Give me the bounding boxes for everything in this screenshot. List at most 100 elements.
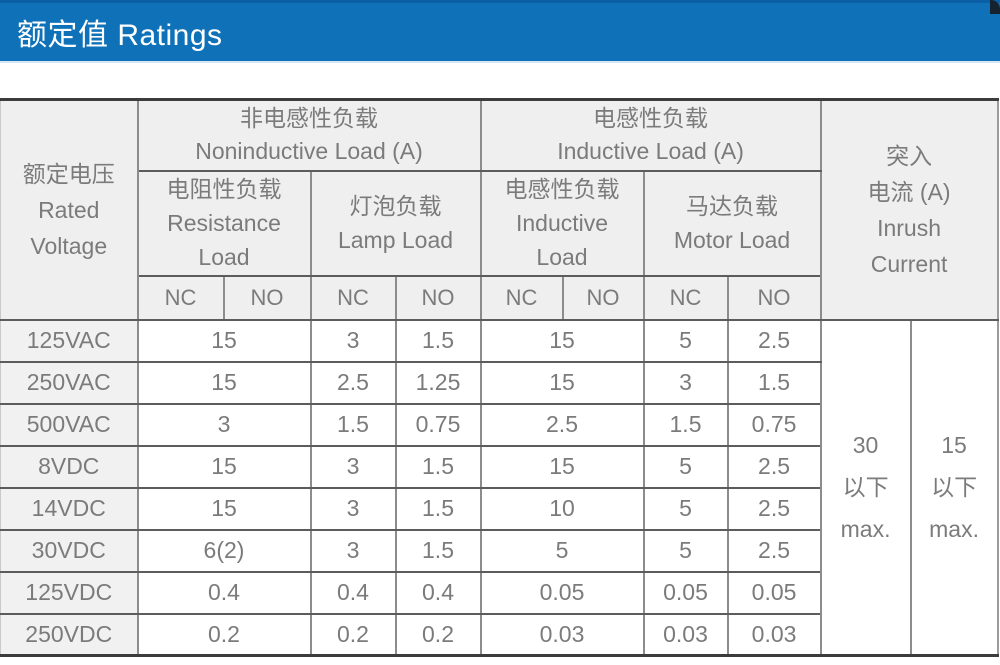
text-line: Voltage [30,232,108,259]
value-cell: 3 [309,528,397,573]
value-cell: 0.05 [726,570,822,615]
value-cell: 15 [479,444,645,489]
table-row: 500VAC 3 1.5 0.75 2.5 1.5 0.75 [0,402,998,447]
value-cell: 5 [642,444,729,489]
value-cell: 0.03 [479,612,645,657]
header-no: NO [222,274,312,321]
table-row: 125VDC 0.4 0.4 0.4 0.05 0.05 0.05 [0,570,998,615]
value-cell: 1.5 [394,318,482,363]
value-cell: 0.75 [394,402,482,447]
value-cell: 5 [479,528,645,573]
text-line: Current [870,250,948,277]
value-cell: 1.5 [394,528,482,573]
value-cell: 0.4 [309,570,397,615]
table-row: 125VAC 15 3 1.5 15 5 2.5 30 以下 max. 15 以… [0,318,999,657]
value-cell: 0.03 [642,612,729,657]
voltage-cell: 250VAC [0,360,139,405]
text-line: 30 [852,432,879,459]
value-cell: 15 [136,444,312,489]
value-cell: 1.5 [726,360,822,405]
header-no: NO [394,274,482,321]
value-cell: 2.5 [726,486,822,531]
value-cell: 2.5 [479,402,645,447]
text-line: 以下 [842,474,889,501]
table-row: 250VDC 0.2 0.2 0.2 0.03 0.03 0.03 [0,612,998,657]
header-inductive-load: 电感性负载 Inductive Load (A) [479,98,822,172]
text-line: Rated [38,196,100,223]
value-cell: 15 [479,360,645,405]
header-nc: NC [642,274,729,321]
banner-bottom-line [0,61,1000,63]
header-nc: NC [309,274,397,321]
text-line: 电流 (A) [867,178,951,205]
text-line: Inductive [515,210,609,236]
header-inductive-load-sub: 电感性负载 Inductive Load [479,169,645,277]
text-line: Inductive Load (A) [557,138,744,165]
inrush-15-cell: 15 以下 max. [909,318,999,657]
voltage-cell: 500VAC [0,402,139,447]
text-line: 电阻性负载 [166,176,282,202]
value-cell: 15 [136,360,312,405]
value-cell: 0.4 [394,570,482,615]
header-resistance-load: 电阻性负载 Resistance Load [137,169,312,277]
header-nc: NC [137,274,225,321]
section-header-banner: 额定值 Ratings [0,0,1000,63]
header-nc: NC [479,274,564,321]
text-line: max. [840,516,891,543]
ratings-table: 额定电压 Rated Voltage 非电感性负载 Noninductive L… [0,98,999,657]
voltage-cell: 250VDC [0,612,139,657]
text-line: Load [198,244,250,270]
page-title: 额定值 Ratings [17,19,223,52]
value-cell: 15 [136,318,312,363]
header-no: NO [561,274,645,321]
value-cell: 5 [642,318,729,363]
value-cell: 1.25 [394,360,482,405]
text-line: max. [929,516,979,543]
text-line: Noninductive Load (A) [195,138,423,165]
text-line: Lamp Load [337,227,454,253]
header-motor-load: 马达负载 Motor Load [642,169,822,277]
value-cell: 5 [642,486,729,531]
value-cell: 0.05 [479,570,645,615]
text-line: 非电感性负载 [240,105,378,132]
value-cell: 1.5 [394,486,482,531]
value-cell: 3 [309,486,397,531]
inrush-30-cell: 30 以下 max. [819,318,912,657]
voltage-cell: 30VDC [0,528,139,573]
text-line: Inrush [877,214,942,241]
value-cell: 0.2 [136,612,312,657]
value-cell: 15 [136,486,312,531]
text-line: 电感性负载 [504,176,620,202]
voltage-cell: 8VDC [0,444,139,489]
table-row: 14VDC 15 3 1.5 10 5 2.5 [0,486,998,531]
value-cell: 1.5 [642,402,729,447]
value-cell: 2.5 [309,360,397,405]
voltage-cell: 125VAC [0,318,139,363]
value-cell: 2.5 [726,318,822,363]
banner-corner-accent [990,0,1000,14]
value-cell: 3 [642,360,729,405]
header-noninductive-load: 非电感性负载 Noninductive Load (A) [136,98,482,172]
text-line: Resistance [167,210,281,236]
value-cell: 3 [309,444,397,489]
value-cell: 15 [479,318,645,363]
text-line: 15 [941,432,967,459]
table-row: 250VAC 15 2.5 1.25 15 3 1.5 [0,360,998,405]
value-cell: 1.5 [309,402,397,447]
value-cell: 10 [479,486,645,531]
table-row: 30VDC 6(2) 3 1.5 5 5 2.5 [0,528,998,573]
table-row: 8VDC 15 3 1.5 15 5 2.5 [0,444,998,489]
value-cell: 3 [136,402,312,447]
value-cell: 0.75 [726,402,822,447]
header-row-ncno: NC NO NC NO NC NO NC NO [1,274,998,321]
text-line: 额定电压 [22,160,115,187]
text-line: 以下 [931,474,978,501]
text-line: Motor Load [673,227,791,253]
value-cell: 0.2 [309,612,397,657]
value-cell: 2.5 [726,444,822,489]
value-cell: 6(2) [136,528,312,573]
voltage-cell: 125VDC [0,570,139,615]
value-cell: 0.05 [642,570,729,615]
value-cell: 3 [309,318,397,363]
header-no: NO [726,274,822,321]
